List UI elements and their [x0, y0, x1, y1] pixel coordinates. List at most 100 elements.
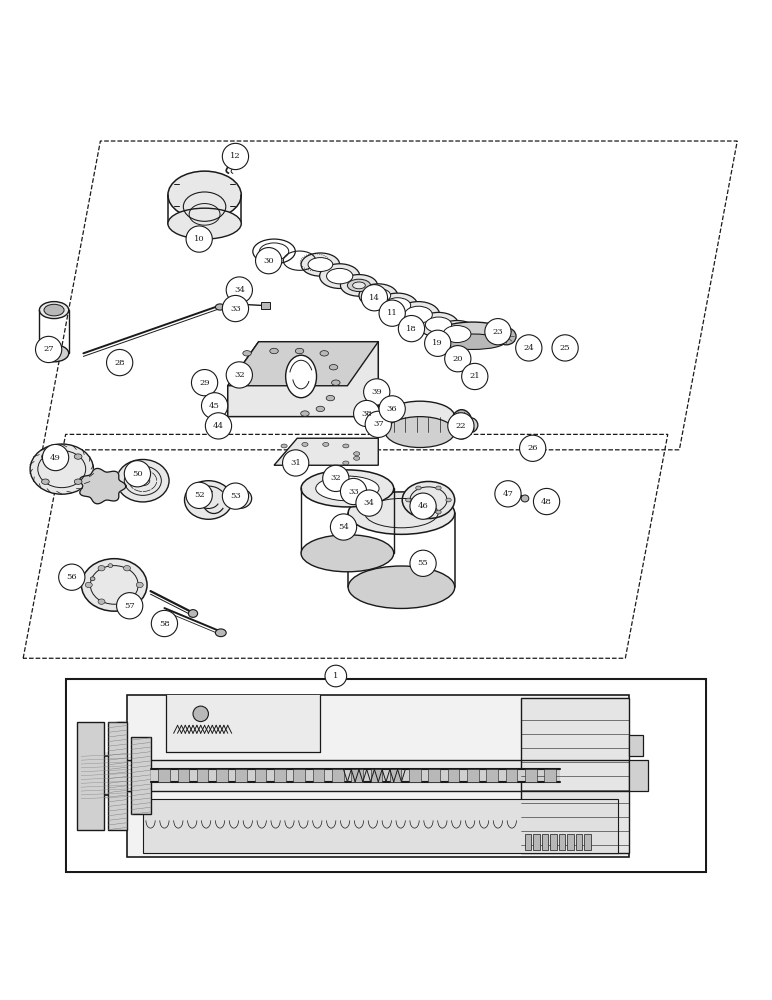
- Circle shape: [59, 564, 85, 590]
- Ellipse shape: [242, 351, 251, 356]
- Ellipse shape: [42, 454, 49, 459]
- Ellipse shape: [435, 321, 478, 348]
- Ellipse shape: [439, 322, 505, 341]
- Bar: [313, 769, 324, 782]
- Text: 32: 32: [330, 474, 341, 482]
- Ellipse shape: [367, 410, 374, 414]
- Circle shape: [340, 478, 367, 505]
- Polygon shape: [228, 342, 378, 417]
- Bar: [293, 769, 305, 782]
- Circle shape: [151, 610, 178, 637]
- Ellipse shape: [327, 268, 353, 284]
- Text: 33: 33: [230, 305, 241, 313]
- Ellipse shape: [354, 452, 360, 456]
- Ellipse shape: [521, 495, 529, 502]
- Ellipse shape: [320, 351, 328, 356]
- Circle shape: [117, 593, 143, 619]
- Text: 49: 49: [50, 454, 61, 462]
- Ellipse shape: [286, 355, 317, 398]
- Ellipse shape: [301, 470, 394, 507]
- Ellipse shape: [74, 479, 82, 484]
- Ellipse shape: [329, 365, 337, 370]
- Circle shape: [222, 483, 249, 509]
- Bar: [108, 722, 127, 830]
- Bar: [131, 737, 151, 814]
- Bar: [81, 756, 127, 795]
- Bar: [261, 302, 270, 309]
- Circle shape: [410, 550, 436, 576]
- Bar: [467, 769, 479, 782]
- Ellipse shape: [302, 442, 308, 446]
- Bar: [542, 834, 548, 850]
- Ellipse shape: [320, 264, 360, 288]
- Text: 47: 47: [503, 490, 513, 498]
- Circle shape: [365, 411, 391, 437]
- Ellipse shape: [74, 454, 82, 459]
- Circle shape: [201, 393, 228, 419]
- Ellipse shape: [445, 498, 451, 502]
- Circle shape: [398, 315, 425, 342]
- Bar: [151, 769, 560, 782]
- Circle shape: [222, 295, 249, 322]
- Text: 34: 34: [234, 286, 245, 294]
- Ellipse shape: [348, 566, 455, 608]
- Ellipse shape: [215, 304, 225, 310]
- Text: 50: 50: [132, 470, 143, 478]
- Ellipse shape: [402, 481, 455, 519]
- Ellipse shape: [451, 410, 472, 439]
- Bar: [67, 681, 705, 871]
- Ellipse shape: [443, 326, 471, 343]
- Ellipse shape: [405, 306, 432, 323]
- Ellipse shape: [108, 564, 113, 568]
- Bar: [332, 769, 344, 782]
- Ellipse shape: [240, 286, 248, 297]
- Bar: [274, 769, 286, 782]
- Text: 27: 27: [43, 345, 54, 353]
- Circle shape: [186, 482, 212, 508]
- Ellipse shape: [435, 510, 442, 514]
- Text: 11: 11: [387, 309, 398, 317]
- Circle shape: [124, 461, 151, 487]
- Bar: [81, 752, 134, 799]
- Text: 44: 44: [213, 422, 224, 430]
- Ellipse shape: [188, 610, 198, 617]
- Bar: [550, 834, 557, 850]
- Circle shape: [379, 300, 405, 326]
- Circle shape: [222, 143, 249, 170]
- Text: 48: 48: [541, 498, 552, 506]
- Ellipse shape: [384, 298, 411, 313]
- Circle shape: [552, 335, 578, 361]
- Ellipse shape: [359, 284, 398, 307]
- Circle shape: [361, 285, 388, 311]
- Bar: [521, 698, 629, 853]
- Ellipse shape: [30, 444, 93, 494]
- Ellipse shape: [270, 348, 278, 354]
- Circle shape: [42, 444, 69, 471]
- Ellipse shape: [39, 302, 69, 319]
- Text: 57: 57: [124, 602, 135, 610]
- Bar: [533, 834, 540, 850]
- Circle shape: [448, 413, 474, 439]
- Ellipse shape: [377, 420, 384, 426]
- Bar: [371, 769, 382, 782]
- Circle shape: [495, 481, 521, 507]
- Bar: [409, 769, 421, 782]
- Bar: [486, 769, 498, 782]
- Text: 24: 24: [523, 344, 534, 352]
- Ellipse shape: [295, 348, 303, 354]
- Ellipse shape: [326, 395, 334, 401]
- Ellipse shape: [227, 488, 252, 508]
- Ellipse shape: [231, 302, 237, 306]
- Circle shape: [256, 248, 282, 274]
- Text: 26: 26: [527, 444, 538, 452]
- Circle shape: [191, 370, 218, 396]
- Text: 21: 21: [469, 372, 480, 380]
- Circle shape: [107, 349, 133, 376]
- Bar: [525, 834, 531, 850]
- Circle shape: [36, 336, 62, 363]
- Ellipse shape: [316, 476, 379, 501]
- Circle shape: [485, 319, 511, 345]
- Bar: [197, 769, 208, 782]
- Ellipse shape: [340, 275, 378, 296]
- Circle shape: [283, 450, 309, 476]
